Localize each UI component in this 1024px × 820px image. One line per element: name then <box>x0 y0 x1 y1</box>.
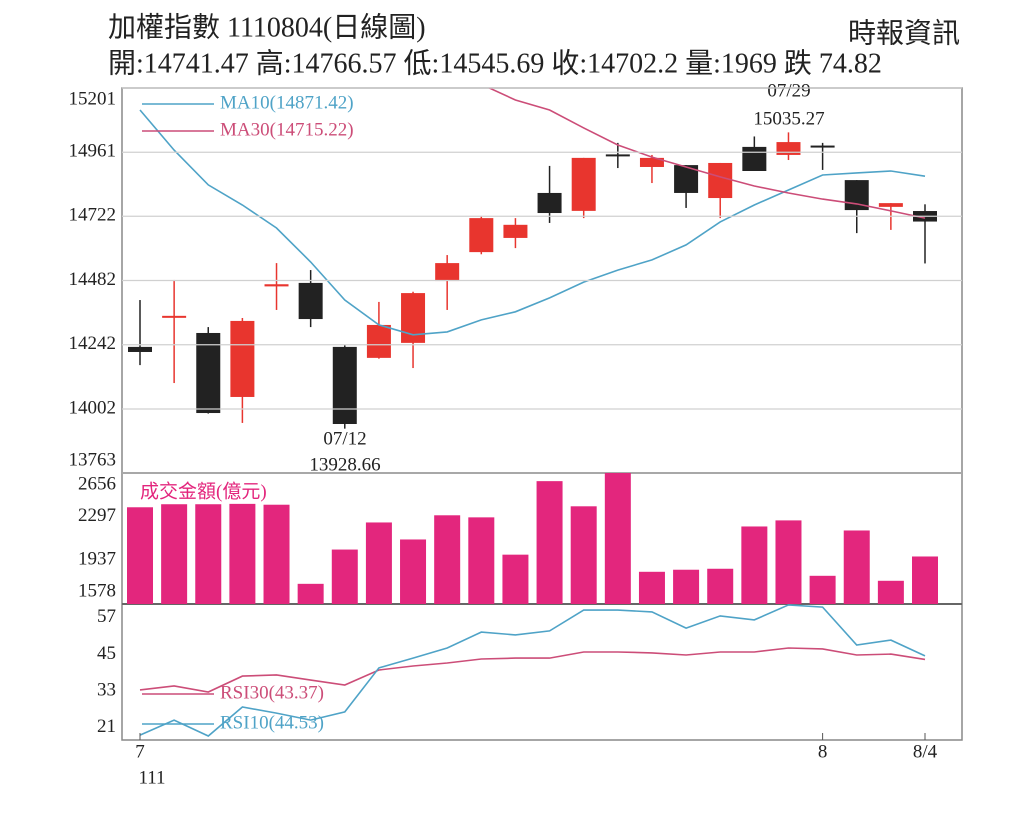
candle-body <box>196 332 221 414</box>
candle-body <box>264 284 289 287</box>
candle-body <box>708 162 733 199</box>
panel-title: 成交金額(億元) <box>140 480 267 502</box>
bar <box>365 522 392 604</box>
legend-label: RSI30(43.37) <box>220 682 324 703</box>
bar <box>195 504 222 604</box>
y-tick-label: 2656 <box>78 473 116 494</box>
y-tick-label: 1578 <box>78 580 116 601</box>
x-tick-label: 8/4 <box>913 741 938 762</box>
candle-body <box>810 145 835 148</box>
candle-body <box>298 282 323 320</box>
bar <box>468 517 495 604</box>
candle-body <box>503 224 528 238</box>
bar <box>434 515 461 604</box>
bar <box>604 473 631 604</box>
bar <box>912 556 938 604</box>
candle-body <box>469 218 494 253</box>
candle-body <box>332 346 357 425</box>
bar <box>707 568 734 604</box>
y-tick-label: 14002 <box>69 397 117 418</box>
candle-body <box>776 142 801 155</box>
x-tick-label: 8 <box>818 741 828 762</box>
line-series <box>139 109 926 336</box>
y-tick-label: 33 <box>97 679 116 700</box>
candle-body <box>435 263 460 282</box>
y-tick-label: 14961 <box>69 141 117 162</box>
bar <box>297 583 324 604</box>
bar <box>400 539 427 604</box>
y-tick-label: 15201 <box>69 88 117 109</box>
bar <box>229 503 256 604</box>
candle-body <box>605 154 630 157</box>
candle-body <box>230 320 255 397</box>
bar <box>877 580 904 604</box>
line-series <box>139 604 926 737</box>
bar <box>502 554 529 604</box>
subtitle: 開:14741.47 高:14766.57 低:14545.69 收:14702… <box>108 47 882 79</box>
chart-title: 加權指數 1110804(日線圖) <box>108 11 426 43</box>
x-tick-label: 7 <box>135 741 145 762</box>
candle-body <box>878 203 903 207</box>
bar <box>570 506 597 604</box>
candle-body <box>742 146 767 171</box>
bar <box>843 530 870 604</box>
legend-label: RSI10(44.53) <box>220 712 324 733</box>
x-year-label: 111 <box>138 767 165 788</box>
bar <box>741 526 768 604</box>
candle-body <box>366 324 391 358</box>
candle-body <box>571 157 596 211</box>
legend-label: MA10(14871.42) <box>220 92 354 113</box>
candle-body <box>162 315 187 318</box>
bar <box>331 549 358 604</box>
bar <box>263 504 290 604</box>
annotation: 13928.66 <box>309 454 380 475</box>
y-tick-label: 14482 <box>69 269 117 290</box>
legend-label: MA30(14715.22) <box>220 119 354 140</box>
bar <box>161 504 188 604</box>
bar <box>673 569 700 604</box>
y-tick-label: 14722 <box>69 205 117 226</box>
source: 時報資訊 <box>848 17 960 49</box>
bar <box>775 520 802 604</box>
bar <box>809 575 836 604</box>
line-series <box>139 647 926 693</box>
bar <box>127 507 153 604</box>
y-tick-label: 45 <box>97 643 116 664</box>
price-plot <box>128 88 937 429</box>
y-tick-label: 2297 <box>78 505 116 526</box>
y-tick-label: 14242 <box>69 333 117 354</box>
bar <box>638 571 665 604</box>
bar <box>536 481 563 604</box>
candle-body <box>537 192 562 214</box>
y-tick-label: 57 <box>97 606 116 627</box>
annotation: 07/29 <box>767 80 810 101</box>
y-tick-label: 21 <box>97 716 116 737</box>
y-tick-label: 1937 <box>78 549 116 570</box>
y-tick-label: 13763 <box>69 449 117 470</box>
annotation: 15035.27 <box>753 108 824 129</box>
line-series <box>487 88 926 219</box>
annotation: 07/12 <box>323 428 366 449</box>
candle-body <box>128 346 152 352</box>
candle-body <box>639 157 664 167</box>
